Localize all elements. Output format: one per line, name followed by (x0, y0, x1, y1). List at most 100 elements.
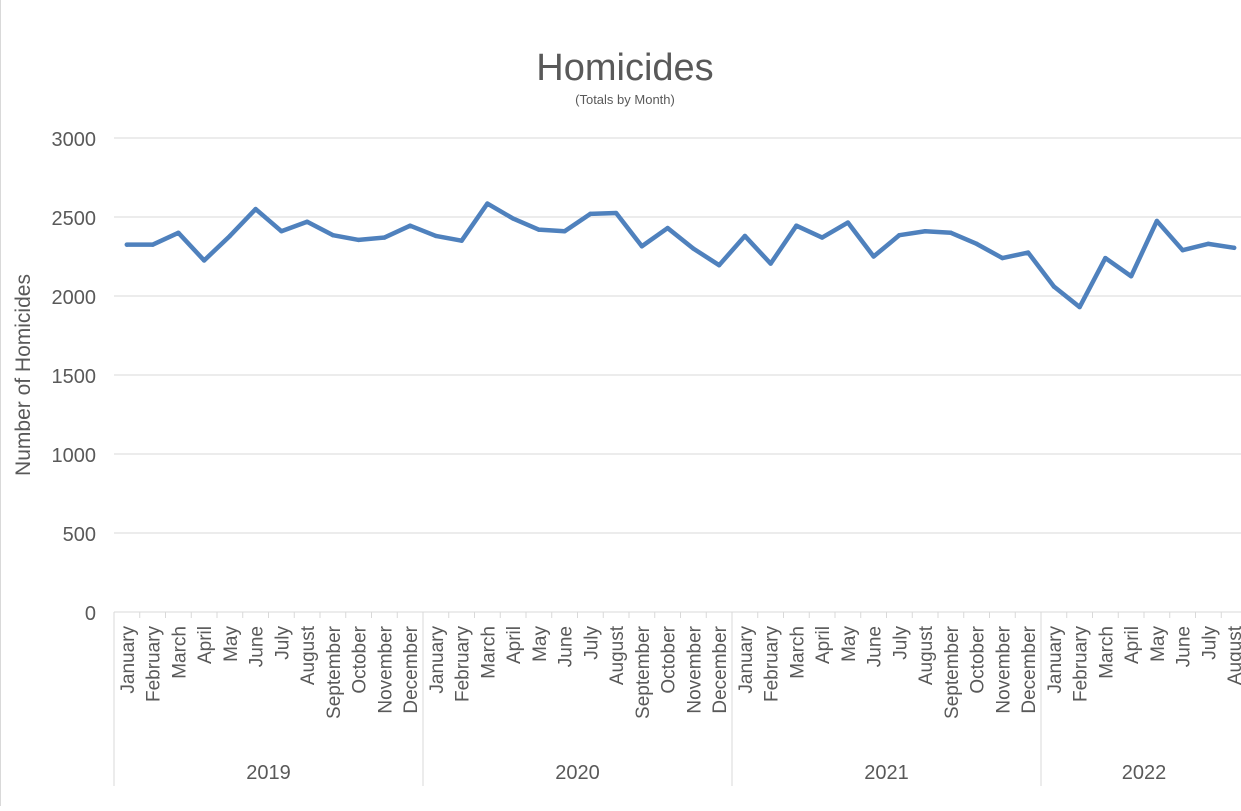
data-point (124, 242, 130, 247)
data-point (562, 229, 567, 234)
data-point (1206, 241, 1211, 247)
x-axis: January February March April May June July Augu… (113, 611, 1241, 786)
x-tick-label: September (942, 625, 963, 719)
data-point (819, 235, 825, 240)
x-tick-label: January (1045, 626, 1066, 694)
data-point (742, 233, 748, 239)
chart-border (0, 0, 1, 806)
y-tick-label: 1000 (52, 445, 97, 467)
data-point (459, 238, 464, 243)
x-tick-label: January (736, 626, 757, 694)
x-tick-label: December (710, 625, 731, 713)
x-group-label: 2021 (864, 762, 909, 784)
x-tick-label: August (916, 625, 937, 685)
data-point (948, 230, 954, 235)
x-tick-label: November (993, 625, 1014, 713)
x-tick-label: March (478, 626, 499, 679)
x-tick-label: May (221, 626, 242, 662)
x-tick-label: July (890, 626, 911, 660)
x-tick-label: August (607, 625, 628, 685)
x-tick-label: August (298, 625, 319, 685)
x-tick-label: September (633, 625, 654, 719)
data-point (845, 220, 851, 225)
data-point (485, 201, 490, 206)
data-point (356, 237, 361, 243)
y-tick-label: 1500 (52, 366, 97, 388)
data-point (716, 262, 722, 268)
data-point (1103, 255, 1108, 261)
y-tick-label: 2000 (52, 287, 97, 309)
x-tick-label: July (1199, 626, 1220, 660)
x-tick-label: February (144, 626, 165, 703)
data-point (510, 216, 516, 221)
x-tick-label: October (968, 625, 989, 693)
x-tick-label: June (247, 626, 268, 667)
chart-subtitle: (Totals by Month) (575, 92, 675, 107)
x-tick-label: May (1148, 626, 1169, 662)
data-point (639, 244, 645, 249)
data-point (897, 232, 902, 238)
y-tick-label: 500 (63, 524, 96, 546)
x-tick-label: May (839, 626, 860, 662)
data-point (1000, 255, 1005, 261)
y-axis-title: Number of Homicides (12, 274, 35, 476)
x-tick-label: April (813, 626, 834, 664)
x-tick-label: September (324, 625, 345, 719)
data-point (382, 235, 387, 240)
x-tick-label: March (169, 626, 190, 679)
data-point (871, 254, 876, 259)
gridlines (114, 137, 1241, 534)
data-point (150, 242, 155, 247)
data-point (1051, 284, 1057, 289)
x-group-label: 2022 (1122, 762, 1167, 784)
data-point (665, 225, 670, 231)
x-tick-label: June (865, 626, 886, 667)
x-tick-label: January (118, 626, 139, 694)
data-point (794, 223, 799, 228)
data-point (768, 261, 773, 266)
data-point (433, 233, 439, 239)
x-group-label: 2020 (555, 762, 600, 784)
x-tick-label: June (1174, 626, 1195, 667)
x-tick-label: November (684, 625, 705, 713)
data-point (201, 258, 207, 263)
data-point (1231, 245, 1237, 251)
data-point (253, 206, 258, 212)
x-tick-label: November (375, 625, 396, 713)
x-tick-label: June (556, 626, 577, 667)
y-axis-tick-labels: 0 500 1000 1500 2000 2500 3000 (52, 129, 97, 625)
x-tick-label: December (401, 625, 422, 713)
data-point (330, 232, 336, 238)
data-point (279, 229, 284, 234)
chart-title: Homicides (536, 47, 713, 89)
x-tick-label: October (350, 625, 371, 693)
data-point (1180, 247, 1185, 253)
x-tick-label: July (272, 626, 293, 660)
data-point (1154, 218, 1160, 224)
x-tick-label: August (1225, 625, 1241, 685)
data-point (304, 219, 310, 224)
data-point (1128, 274, 1134, 279)
y-tick-label: 2500 (52, 208, 97, 230)
x-tick-label: April (504, 626, 525, 664)
x-tick-label: May (530, 626, 551, 662)
x-tick-label: April (195, 626, 216, 664)
data-point (227, 233, 233, 239)
y-tick-label: 3000 (52, 129, 97, 151)
x-group-label: 2019 (246, 762, 291, 784)
data-point (407, 223, 413, 228)
data-point (1025, 250, 1031, 255)
data-point (922, 229, 928, 234)
data-point (536, 227, 542, 232)
x-tick-label: October (659, 625, 680, 693)
x-tick-label: December (1019, 625, 1040, 713)
data-point (613, 210, 619, 216)
x-tick-label: January (427, 626, 448, 694)
x-tick-label: February (453, 626, 474, 703)
x-tick-label: February (1071, 626, 1092, 703)
x-tick-label: March (787, 626, 808, 679)
data-point (691, 246, 696, 251)
data-point (974, 241, 979, 247)
